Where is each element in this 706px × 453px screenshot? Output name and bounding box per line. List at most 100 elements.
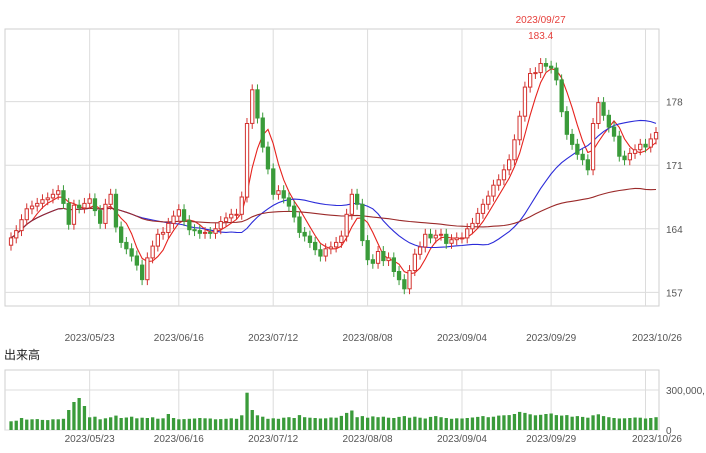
volume-bar xyxy=(192,418,197,430)
volume-bar xyxy=(350,410,354,430)
volume-bar xyxy=(465,418,469,430)
volume-bar xyxy=(549,413,553,430)
volume-bar xyxy=(171,418,176,430)
volume-bar xyxy=(334,417,338,430)
candle-body xyxy=(480,203,486,214)
candle-body xyxy=(360,203,365,242)
candle-body xyxy=(45,197,50,201)
moving-average-lines xyxy=(10,68,657,275)
candle-body xyxy=(355,193,360,205)
volume-bar xyxy=(565,415,569,430)
candle-body xyxy=(82,202,87,209)
volume-bar xyxy=(418,417,422,430)
price-y-tick-label: 164 xyxy=(666,225,683,236)
candle-body xyxy=(617,135,622,157)
candle-body xyxy=(40,199,45,204)
price-panel-border xyxy=(4,28,660,307)
volume-bar xyxy=(145,418,149,430)
volume-bar xyxy=(581,416,585,430)
volume-bar xyxy=(617,418,621,430)
candle-body xyxy=(192,229,197,232)
candle-body xyxy=(470,222,475,230)
volume-bar xyxy=(591,415,595,430)
volume-bar xyxy=(292,418,296,430)
volume-x-tick-label: 2023/10/26 xyxy=(632,434,682,445)
volume-bar xyxy=(234,418,239,430)
volume-bar xyxy=(271,418,275,430)
volume-bar xyxy=(282,417,286,430)
candle-body xyxy=(155,233,160,247)
candle-body xyxy=(307,235,313,244)
candle-body xyxy=(19,219,24,232)
volume-bar xyxy=(313,418,317,430)
volume-bar xyxy=(93,416,97,430)
volume-bar xyxy=(46,420,50,430)
volume-bar xyxy=(324,418,328,430)
candle-body xyxy=(145,257,150,281)
candle-body xyxy=(423,233,428,248)
candle-body xyxy=(601,102,606,116)
volume-bar xyxy=(413,416,417,430)
candle-body xyxy=(643,143,648,148)
candle-body xyxy=(24,208,29,221)
candle-body xyxy=(459,237,465,240)
volume-bar xyxy=(261,416,265,430)
volume-bar xyxy=(476,416,480,430)
volume-bar xyxy=(628,418,632,430)
candle-body xyxy=(517,115,522,141)
volume-bar xyxy=(397,416,401,430)
volume-bar xyxy=(455,418,459,430)
volume-bar xyxy=(633,417,637,430)
volume-bar xyxy=(497,415,501,430)
volume-bar xyxy=(586,417,590,430)
volume-bar xyxy=(407,417,412,430)
candle-body xyxy=(66,202,71,225)
candle-body xyxy=(365,240,370,261)
candle-body xyxy=(140,264,145,281)
candle-body xyxy=(297,216,302,233)
candle-body xyxy=(417,246,423,255)
candle-body xyxy=(375,251,381,264)
candle-body xyxy=(344,213,349,237)
volume-bar xyxy=(533,415,538,430)
volume-y-tick-label: 300,000, xyxy=(666,386,705,397)
volume-bar xyxy=(182,419,186,430)
volume-bar xyxy=(544,414,548,430)
candle-body xyxy=(250,89,255,124)
volume-bar xyxy=(345,412,349,430)
volume-bar xyxy=(56,419,60,430)
price-x-tick-label: 2023/08/08 xyxy=(343,333,393,344)
candle-body xyxy=(239,196,244,215)
candle-body xyxy=(496,179,501,186)
volume-bar xyxy=(376,417,380,430)
price-x-tick-label: 2023/10/26 xyxy=(632,333,682,344)
volume-bar xyxy=(381,416,385,430)
volume-bar xyxy=(318,418,323,430)
candle-body xyxy=(606,114,612,128)
volume-bar xyxy=(198,418,202,430)
volume-bar xyxy=(329,417,333,430)
volume-bar xyxy=(402,416,406,430)
volume-bar xyxy=(14,420,18,430)
candle-body xyxy=(234,213,239,216)
price-y-ticks: 178 171 164 157 xyxy=(666,98,683,300)
candle-body xyxy=(35,202,40,207)
candle-body xyxy=(181,209,187,222)
candle-body xyxy=(50,193,56,199)
volume-bar xyxy=(570,416,574,430)
candle-body xyxy=(396,271,402,281)
volume-x-tick-label: 2023/09/29 xyxy=(526,434,576,445)
volume-bar xyxy=(135,418,139,430)
candle-body xyxy=(61,190,66,204)
candle-body xyxy=(8,237,14,246)
volume-bars xyxy=(9,392,658,430)
volume-bar xyxy=(51,419,55,430)
volume-bar xyxy=(554,415,558,430)
candle-body xyxy=(14,230,19,239)
candle-body xyxy=(260,117,265,148)
candle-body xyxy=(328,246,334,250)
volume-bar xyxy=(72,402,76,430)
volume-bar xyxy=(187,418,191,430)
candle-body xyxy=(197,230,202,234)
